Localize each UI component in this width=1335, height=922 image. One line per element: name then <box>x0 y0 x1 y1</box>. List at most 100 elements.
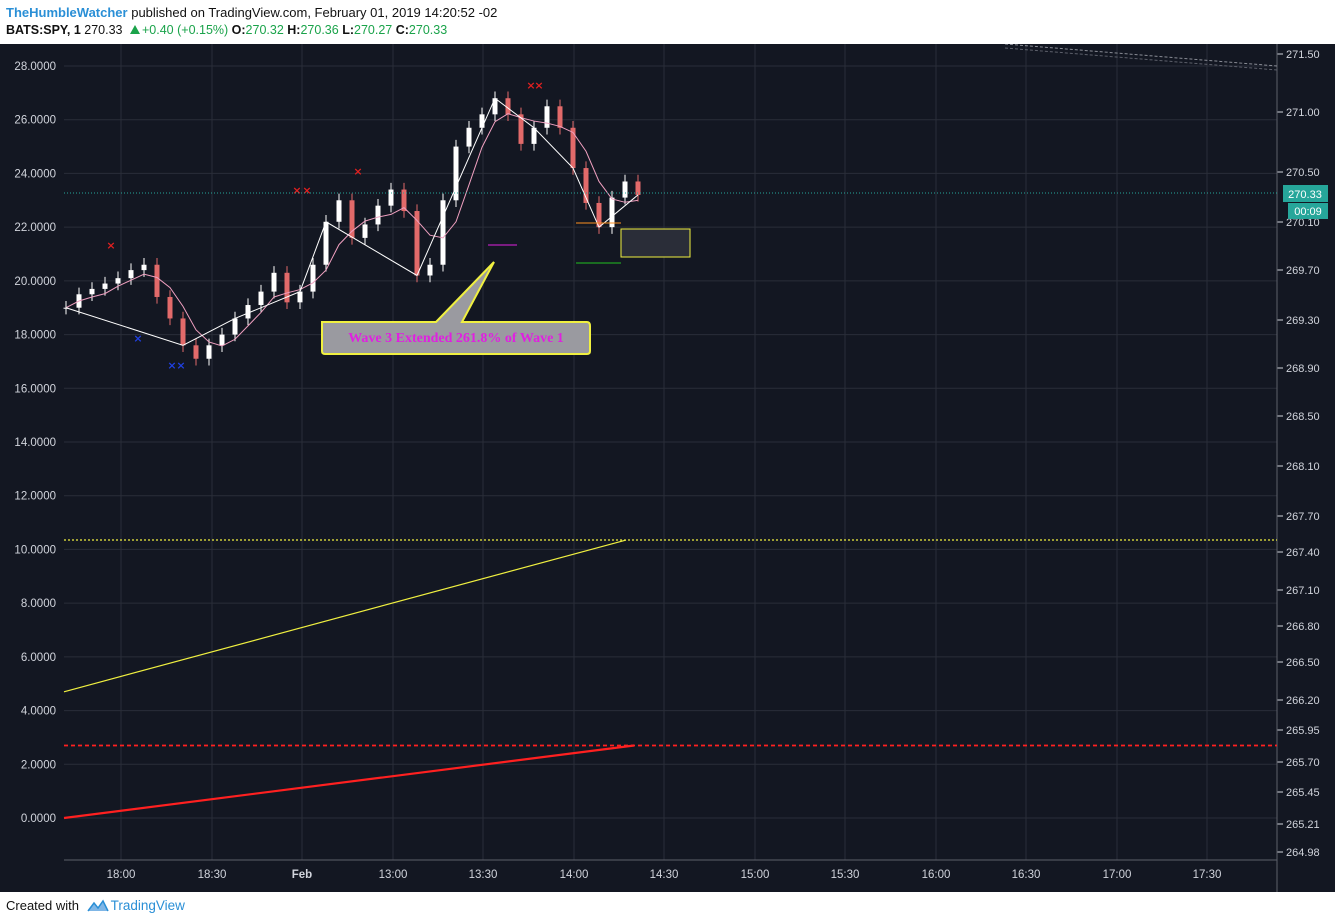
tradingview-brand[interactable]: TradingView <box>110 898 185 913</box>
left-tick-label: 8.0000 <box>21 598 56 610</box>
right-tick-label: 265.21 <box>1286 819 1320 831</box>
author-link[interactable]: TheHumbleWatcher <box>6 5 128 20</box>
right-tick-label: 271.50 <box>1286 49 1320 61</box>
x-tick-label: 18:30 <box>198 869 227 881</box>
candle-body <box>466 127 472 147</box>
left-tick-label: 28.0000 <box>14 61 56 73</box>
candle-body <box>544 106 550 128</box>
price-chart[interactable]: 18:00 18:30 Feb 13:00 13:30 14:00 14:30 15:00 15… <box>0 44 1335 892</box>
candle-body <box>518 114 524 144</box>
last-price: 270.33 <box>84 23 123 37</box>
footer-credit: Created with TradingView <box>6 898 185 913</box>
left-tick-label: 14.0000 <box>14 437 56 449</box>
up-arrow-icon <box>130 25 140 34</box>
countdown-tag <box>1288 203 1328 219</box>
candle-body <box>388 189 394 206</box>
candle-body <box>297 291 303 303</box>
candle-body <box>271 272 277 292</box>
right-tick-label: 269.30 <box>1286 315 1320 327</box>
right-tick-label: 267.10 <box>1286 585 1320 597</box>
right-tick-label: 270.50 <box>1286 167 1320 179</box>
left-tick-label: 22.0000 <box>14 222 56 234</box>
close-label: C: <box>395 23 409 37</box>
candle-body <box>141 264 147 271</box>
x-marker: × <box>302 184 311 197</box>
left-tick-label: 16.0000 <box>14 383 56 395</box>
candle-body <box>570 127 576 169</box>
yellow-trend-line <box>63 539 627 693</box>
publish-info: TheHumbleWatcher published on TradingVie… <box>6 5 497 20</box>
x-marker: × <box>526 79 535 92</box>
candle-body <box>492 98 498 115</box>
right-tick-label: 264.98 <box>1286 847 1320 859</box>
x-marker: × <box>167 359 176 372</box>
right-tick-label: 266.50 <box>1286 657 1320 669</box>
publish-header: TheHumbleWatcher published on TradingVie… <box>0 0 1335 44</box>
x-tick-label: 17:00 <box>1103 869 1132 881</box>
left-tick-label: 24.0000 <box>14 168 56 180</box>
left-tick-label: 0.0000 <box>21 813 56 825</box>
candle-body <box>180 318 186 346</box>
low-label: L: <box>342 23 354 37</box>
target-box <box>620 228 691 258</box>
candle-body <box>310 264 316 292</box>
left-tick-label: 6.0000 <box>21 652 56 664</box>
faint-trend-line <box>1004 47 1278 71</box>
candle-body <box>596 202 602 228</box>
candle-body <box>635 181 641 195</box>
x-marker: × <box>106 239 115 252</box>
candle-body <box>440 200 446 265</box>
candle-body <box>115 278 121 284</box>
candle-body <box>479 114 485 128</box>
candle-body <box>609 197 615 228</box>
candle-body <box>89 288 95 295</box>
candle-body <box>219 334 225 346</box>
x-tick-label: 14:00 <box>560 869 589 881</box>
left-tick-label: 2.0000 <box>21 759 56 771</box>
left-tick-label: 12.0000 <box>14 491 56 503</box>
chart-panel[interactable]: 18:00 18:30 Feb 13:00 13:30 14:00 14:30 15:00 15… <box>0 44 1335 892</box>
symbol-legend: BATS:SPY, 1 270.33 +0.40 (+0.15%) O:270.… <box>6 23 447 37</box>
x-tick-label: 15:30 <box>831 869 860 881</box>
right-tick-label: 265.95 <box>1286 725 1320 737</box>
candle-body <box>414 211 420 276</box>
price-change: +0.40 (+0.15%) <box>142 23 229 37</box>
open-label: O: <box>231 23 246 37</box>
right-tick-label: 269.70 <box>1286 265 1320 277</box>
x-marker: × <box>353 165 362 178</box>
candle-body <box>154 264 160 297</box>
candle-body <box>427 264 433 276</box>
x-tick-label: 13:00 <box>379 869 408 881</box>
low-value: 270.27 <box>354 23 393 37</box>
candle-body <box>375 205 381 225</box>
price-tag-label: 270.33 <box>1288 189 1322 201</box>
right-tick-label: 266.20 <box>1286 695 1320 707</box>
right-tick-label: 271.00 <box>1286 107 1320 119</box>
high-label: H: <box>287 23 301 37</box>
candle-body <box>453 146 459 201</box>
right-tick-label: 265.45 <box>1286 787 1320 799</box>
x-tick-label: 16:30 <box>1012 869 1041 881</box>
x-marker: × <box>534 79 543 92</box>
candle-body <box>167 296 173 319</box>
right-tick-label: 268.90 <box>1286 363 1320 375</box>
x-tick-label: Feb <box>292 869 312 881</box>
candle-body <box>206 345 212 359</box>
close-value: 270.33 <box>408 23 448 37</box>
tradingview-logo-icon <box>87 899 109 912</box>
right-tick-label: 270.10 <box>1286 217 1320 229</box>
annotation-callout <box>321 261 591 355</box>
candle-body <box>102 283 108 289</box>
open-value: 270.32 <box>245 23 284 37</box>
candle-body <box>401 189 407 212</box>
countdown-label: 00:09 <box>1294 206 1322 218</box>
right-tick-label: 266.80 <box>1286 621 1320 633</box>
symbol-name[interactable]: BATS:SPY, 1 <box>6 23 81 37</box>
candle-body <box>245 305 251 319</box>
x-marker: × <box>133 332 142 345</box>
x-tick-label: 13:30 <box>469 869 498 881</box>
candle-body <box>323 221 329 265</box>
candle-body <box>531 127 537 144</box>
candle-body <box>622 181 628 198</box>
right-tick-label: 267.40 <box>1286 547 1320 559</box>
